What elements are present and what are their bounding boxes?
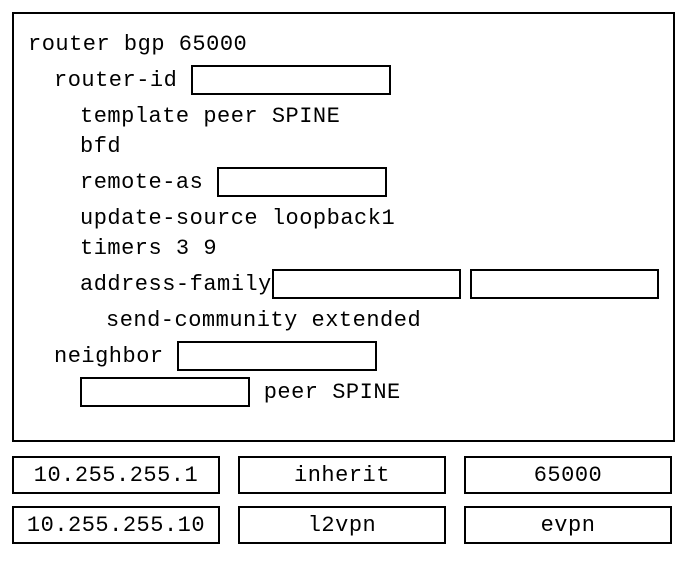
choice-1[interactable]: 10.255.255.1	[12, 456, 220, 494]
line-address-family: address-family	[28, 268, 659, 300]
choice-1-label: 10.255.255.1	[34, 463, 198, 488]
line-router-id: router-id	[28, 64, 659, 96]
choice-6[interactable]: evpn	[464, 506, 672, 544]
text-update-source: update-source loopback1	[80, 206, 395, 231]
choice-2-label: inherit	[294, 463, 390, 488]
text-send-community: send-community extended	[106, 308, 421, 333]
choice-3[interactable]: 65000	[464, 456, 672, 494]
choice-3-label: 65000	[534, 463, 603, 488]
line-update-source: update-source loopback1	[28, 202, 659, 234]
line-send-community: send-community extended	[28, 304, 659, 336]
blank-router-id[interactable]	[191, 65, 391, 95]
text-timers: timers 3 9	[80, 236, 217, 261]
text-template-peer: template peer SPINE	[80, 104, 340, 129]
line-timers: timers 3 9	[28, 232, 659, 264]
text-router-bgp: router bgp 65000	[28, 32, 247, 57]
choice-5-label: l2vpn	[308, 513, 377, 538]
blank-remote-as[interactable]	[217, 167, 387, 197]
label-address-family: address-family	[80, 272, 272, 297]
blank-address-family-1[interactable]	[272, 269, 461, 299]
line-bfd: bfd	[28, 130, 659, 162]
choice-2[interactable]: inherit	[238, 456, 446, 494]
bgp-config-panel: router bgp 65000 router-id template peer…	[12, 12, 675, 442]
blank-neighbor[interactable]	[177, 341, 377, 371]
choice-4-label: 10.255.255.10	[27, 513, 205, 538]
answer-choices: 10.255.255.1 inherit 65000 10.255.255.10…	[12, 456, 672, 544]
label-peer-spine: peer SPINE	[250, 380, 401, 405]
choice-4[interactable]: 10.255.255.10	[12, 506, 220, 544]
line-remote-as: remote-as	[28, 166, 659, 198]
line-router-bgp: router bgp 65000	[28, 28, 659, 60]
text-bfd: bfd	[80, 134, 121, 159]
choice-5[interactable]: l2vpn	[238, 506, 446, 544]
blank-inherit[interactable]	[80, 377, 250, 407]
label-remote-as: remote-as	[80, 170, 217, 195]
line-template-peer: template peer SPINE	[28, 100, 659, 132]
line-inherit-peer: peer SPINE	[28, 376, 659, 408]
line-neighbor: neighbor	[28, 340, 659, 372]
blank-address-family-2[interactable]	[470, 269, 659, 299]
label-neighbor: neighbor	[54, 344, 177, 369]
choice-6-label: evpn	[541, 513, 596, 538]
label-router-id: router-id	[54, 68, 191, 93]
